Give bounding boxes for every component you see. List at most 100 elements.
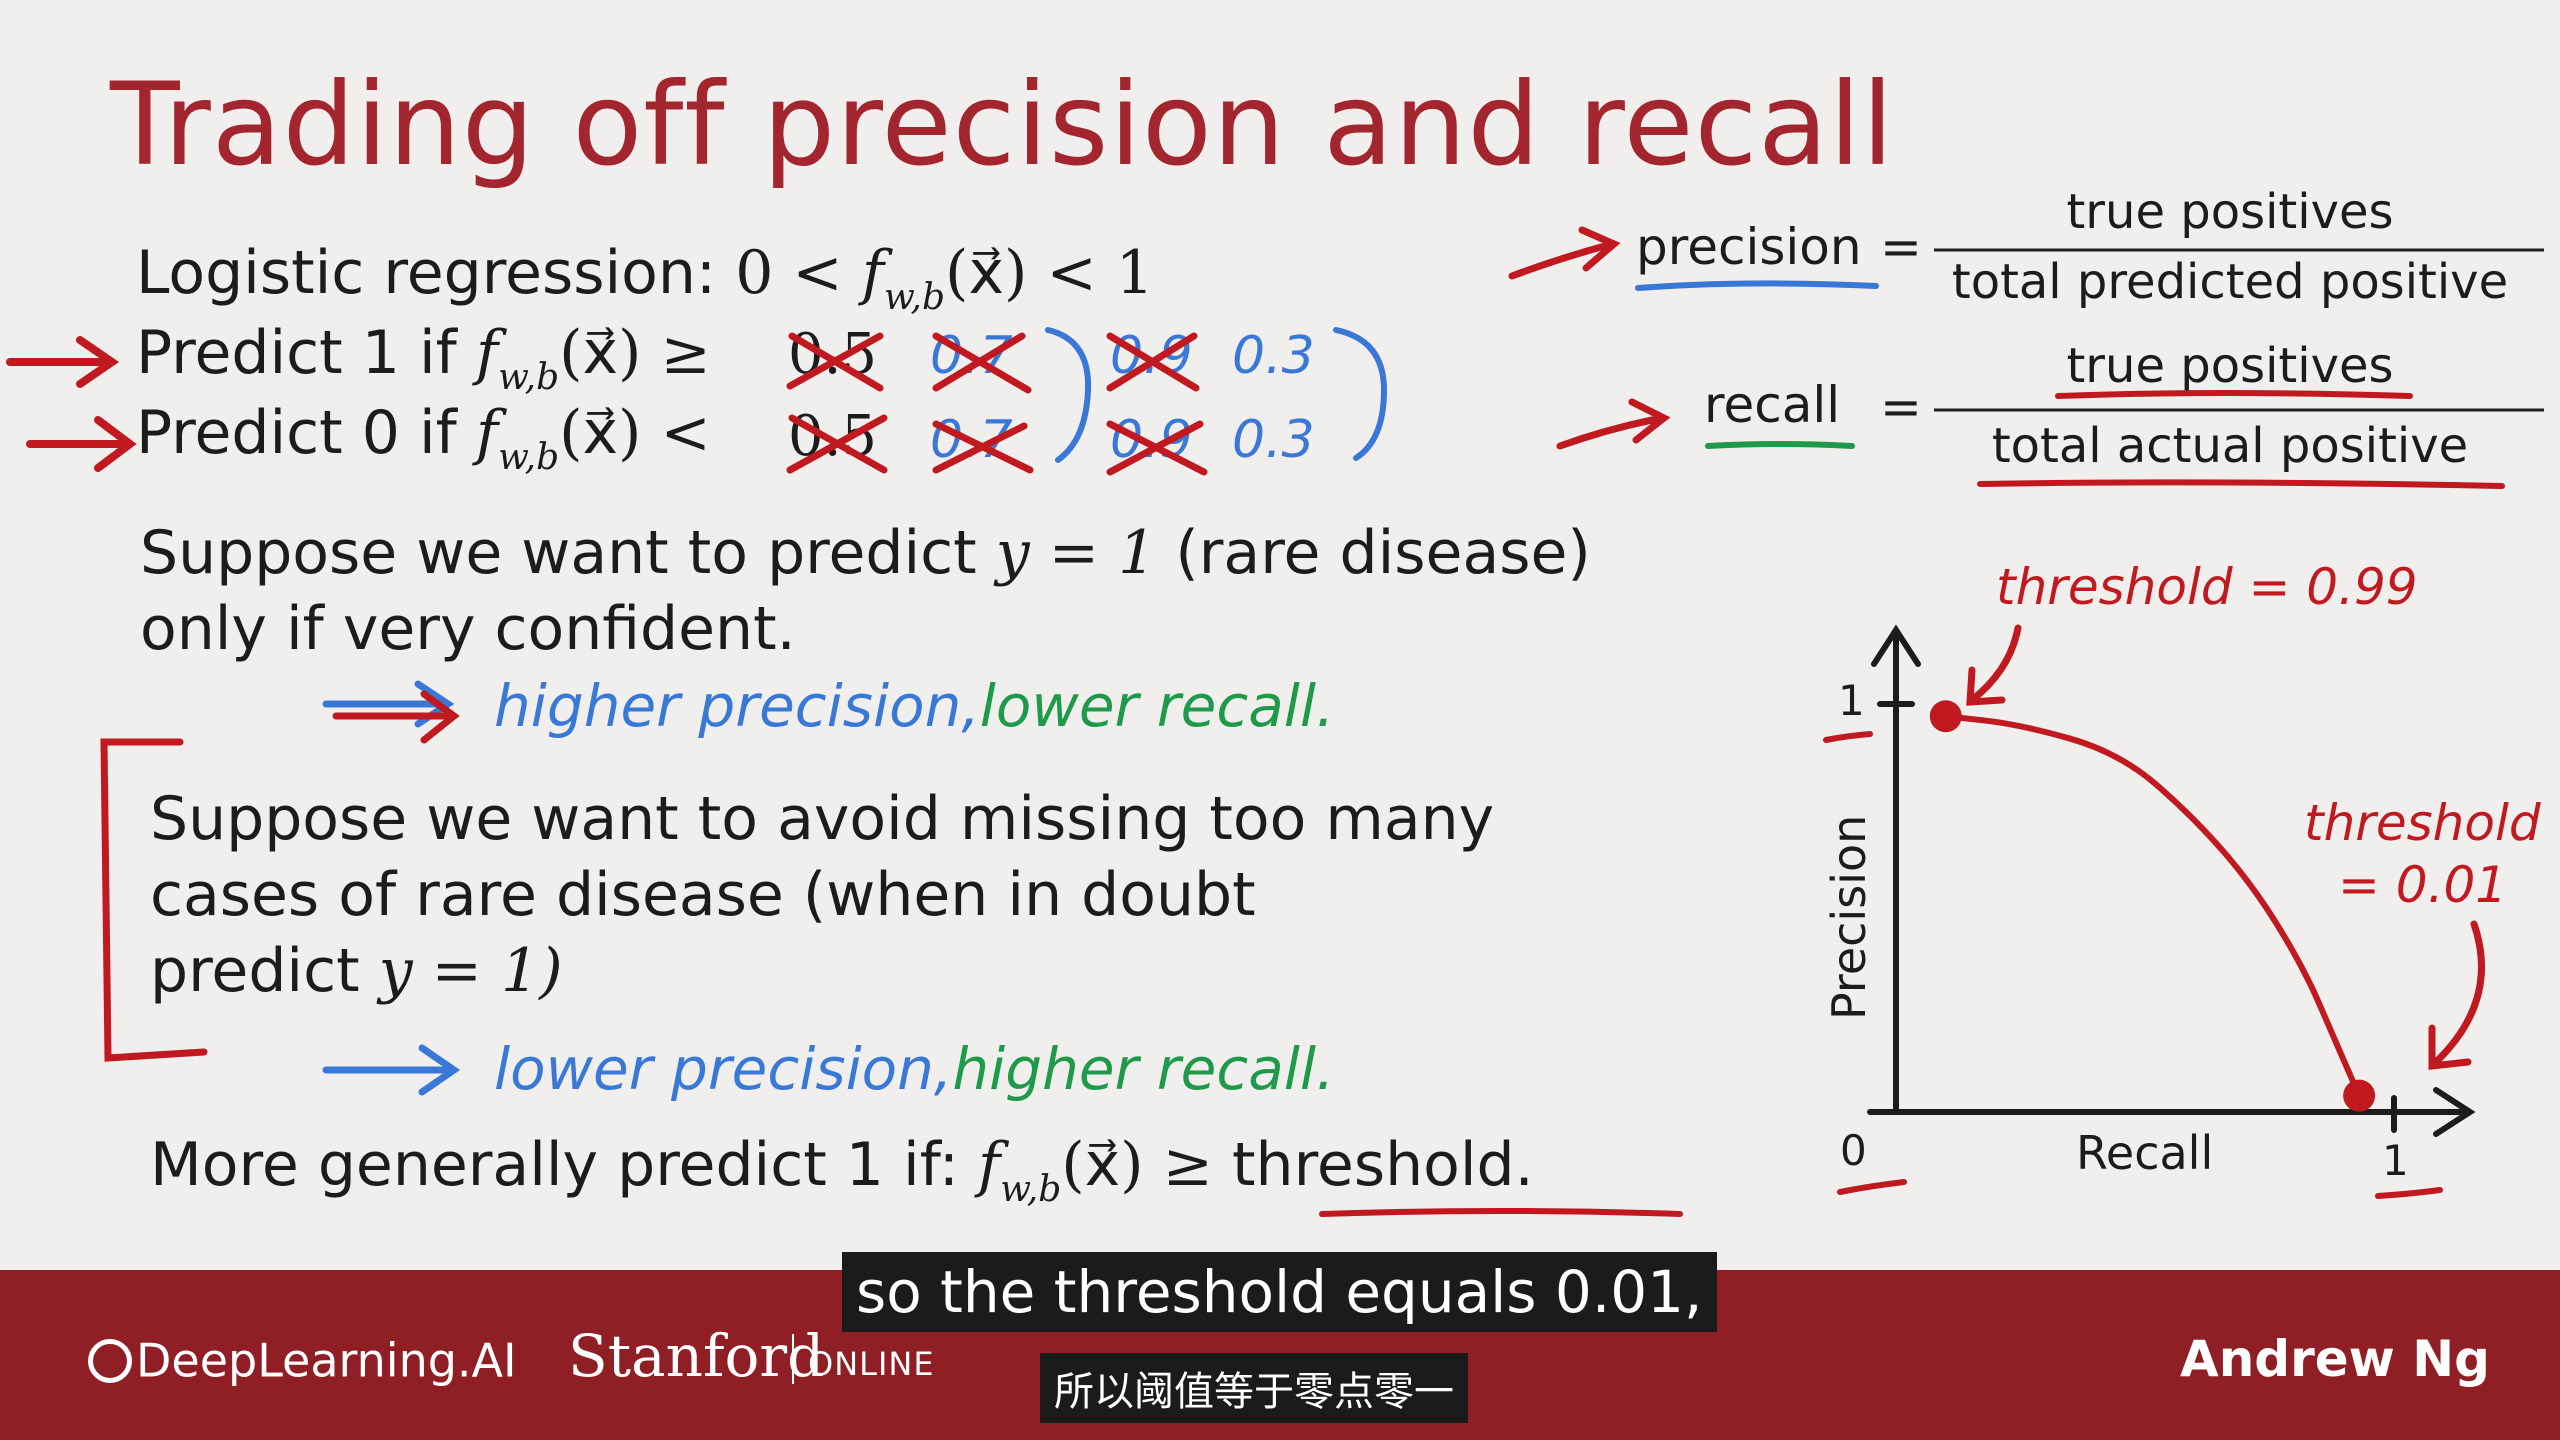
y-equals-1: y = 1	[995, 518, 1157, 588]
arrow-to-precision	[1508, 226, 1621, 280]
precision-recall-chart	[1867, 624, 2476, 1137]
x-tick-1: 1	[2382, 1136, 2409, 1185]
precision-numerator: true positives	[2066, 184, 2394, 240]
cross-07-bottom	[932, 420, 1034, 474]
cross-09-top	[1106, 332, 1200, 392]
suppose-1-line-2: only if very confident.	[140, 594, 796, 664]
f-subscript: w,b	[498, 357, 560, 398]
note-1-precision: higher precision,	[494, 672, 980, 740]
predict-1-line: Predict 1 if fw,b(x⃗) ≥	[136, 318, 711, 398]
author-name: Andrew Ng	[2180, 1330, 2490, 1388]
geq-sign: ≥	[1162, 1130, 1213, 1200]
recall-denominator: total actual positive	[1991, 418, 2469, 474]
tick-0-underline	[1837, 1179, 1907, 1195]
f-subscript: w,b	[1000, 1169, 1062, 1210]
pointer-threshold-001	[2428, 920, 2485, 1070]
f-argument: (x⃗)	[559, 318, 642, 388]
precision-underline	[1635, 280, 1879, 291]
stanford-online-label: ONLINE	[808, 1345, 935, 1383]
caption-chinese: 所以阈值等于零点零一	[1040, 1353, 1468, 1423]
caption-english: so the threshold equals 0.01,	[842, 1252, 1717, 1332]
pr-curve	[1942, 713, 2363, 1099]
deeplearning-logo-text: DeepLearning.AI	[136, 1333, 517, 1388]
predict-0-label: Predict 0 if	[136, 398, 457, 468]
precision-denominator: total predicted positive	[1951, 254, 2509, 310]
new-value-03-bottom: 0.3	[1232, 410, 1315, 470]
general-label: More generally predict 1 if:	[150, 1130, 959, 1200]
note-2-precision: lower precision,	[494, 1035, 953, 1103]
logo-divider	[792, 1334, 794, 1384]
logistic-expr-left: 0 <	[735, 238, 843, 308]
suppose-1-paren: (rare disease)	[1175, 518, 1591, 588]
note-1-recall: lower recall.	[979, 672, 1335, 740]
f-argument: (x⃗)	[559, 398, 642, 468]
annotation-threshold-001-word: threshold	[2304, 794, 2541, 852]
y-axis	[1871, 624, 1921, 1113]
y-tick-1: 1	[1838, 676, 1865, 725]
threshold-word: threshold.	[1232, 1130, 1534, 1200]
precision-label: precision	[1636, 218, 1862, 276]
cross-07-top	[932, 332, 1032, 394]
general-rule-line: More generally predict 1 if: fw,b(x⃗) ≥ …	[150, 1130, 1534, 1210]
f-argument: (x⃗)	[1061, 1130, 1144, 1200]
recall-equals: =	[1880, 378, 1922, 436]
note-2-arrow-blue	[322, 1044, 461, 1096]
cross-05-bottom	[786, 414, 888, 474]
f-symbol: f	[861, 238, 885, 308]
pointer-threshold-099	[1966, 624, 2022, 706]
cross-09-bottom	[1106, 420, 1208, 476]
y-equals-1-paren: y = 1)	[378, 936, 563, 1006]
logistic-regression-line: Logistic regression: 0 < fw,b(x⃗) < 1	[136, 238, 1154, 318]
note-lower-precision: lower precision,higher recall.	[494, 1035, 1334, 1103]
curve-point-low-threshold	[2343, 1079, 2376, 1112]
recall-numerator: true positives	[2066, 338, 2394, 394]
recall-label: recall	[1704, 376, 1841, 434]
note-higher-precision: higher precision,lower recall.	[494, 672, 1334, 740]
precision-equals: =	[1880, 218, 1922, 276]
logistic-expr-right: < 1	[1046, 238, 1154, 308]
logistic-label: Logistic regression:	[136, 238, 717, 308]
f-symbol: f	[475, 398, 499, 468]
suppose-2-line-3: predict y = 1)	[150, 936, 563, 1006]
slide-title: Trading off precision and recall	[110, 58, 1895, 191]
threshold-underline	[1319, 1208, 1683, 1217]
recall-denominator-underline	[1977, 479, 2505, 489]
ink-annotations	[6, 226, 2544, 1217]
recall-numerator-underline	[2055, 390, 2413, 399]
predict-0-line: Predict 0 if fw,b(x⃗) <	[136, 398, 711, 478]
cross-05-top	[786, 332, 884, 392]
suppose-2-line-2: cases of rare disease (when in doubt	[150, 860, 1256, 930]
f-symbol: f	[978, 1130, 1001, 1200]
x-axis-label: Recall	[2076, 1126, 2214, 1180]
suppose-2-predict: predict	[150, 936, 360, 1006]
predict-1-label: Predict 1 if	[136, 318, 457, 388]
tick-1-underline	[1823, 731, 1873, 743]
tick-x1-underline	[2375, 1187, 2443, 1199]
suppose-1-line-1: Suppose we want to predict y = 1 (rare d…	[140, 518, 1591, 588]
annotation-threshold-099: threshold = 0.99	[1996, 558, 2418, 616]
geq-sign: ≥	[660, 318, 711, 388]
f-subscript: w,b	[498, 437, 560, 478]
f-subscript: w,b	[884, 277, 946, 318]
blue-bracket-2	[1333, 327, 1388, 461]
blue-bracket-1	[1045, 327, 1092, 463]
recall-underline	[1705, 441, 1855, 449]
x-axis	[1867, 1087, 2476, 1137]
red-bracket	[100, 738, 208, 1062]
annotation-threshold-001-value: = 0.01	[2338, 856, 2508, 914]
lt-sign: <	[660, 398, 711, 468]
arrow-predict-1	[6, 336, 120, 388]
suppose-2-line-1: Suppose we want to avoid missing too man…	[150, 784, 1495, 854]
deeplearning-logo: DeepLearning.AI	[88, 1330, 517, 1388]
note-1-arrow-red	[332, 690, 460, 744]
curve-point-high-threshold	[1929, 700, 1962, 733]
f-symbol: f	[475, 318, 499, 388]
deeplearning-logo-icon	[88, 1338, 132, 1383]
suppose-1-text: Suppose we want to predict	[140, 518, 977, 588]
f-argument: (x⃗)	[945, 238, 1028, 308]
arrow-to-recall	[1556, 398, 1671, 450]
note-2-recall: higher recall.	[952, 1035, 1335, 1103]
new-value-03-top: 0.3	[1232, 326, 1315, 386]
arrow-predict-0	[26, 416, 137, 472]
x-tick-0: 0	[1840, 1126, 1867, 1175]
